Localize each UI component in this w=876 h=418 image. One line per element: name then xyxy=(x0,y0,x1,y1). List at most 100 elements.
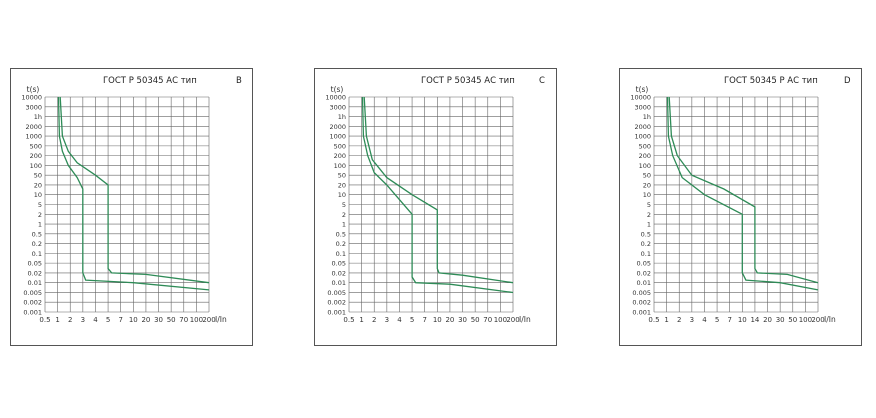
y-tick-label: 3000 xyxy=(634,103,651,111)
y-tick-label: 0.1 xyxy=(641,250,651,258)
y-tick-label: 20 xyxy=(34,181,42,189)
x-tick-label: 20 xyxy=(763,316,772,324)
chart-title: ГОСТ Р 50345 АС тип xyxy=(421,76,515,86)
x-tick-label: 14 xyxy=(750,316,759,324)
y-tick-label: 0.02 xyxy=(637,269,651,277)
y-axis-label: t(s) xyxy=(331,85,344,94)
chart-panel-c: ГОСТ Р 50345 АС тип C 10000 3000 1h 2000 100… xyxy=(314,68,557,346)
y-tick-label: 0.05 xyxy=(28,260,42,268)
y-tick-label: 0.2 xyxy=(336,240,346,248)
x-tick-label: 20 xyxy=(445,316,454,324)
y-tick-label: 0.5 xyxy=(32,230,42,238)
y-tick-label: 200 xyxy=(639,152,651,160)
y-tick-label: 0.005 xyxy=(632,289,651,297)
x-tick-label: 0.5 xyxy=(343,316,354,324)
x-tick-label: 70 xyxy=(179,316,188,324)
y-tick-label: 0.005 xyxy=(23,289,42,297)
y-tick-label: 10 xyxy=(643,191,651,199)
x-tick-label: 5 xyxy=(410,316,414,324)
y-tick-label: 500 xyxy=(639,142,651,150)
x-tick-label: 3 xyxy=(690,316,694,324)
y-tick-label: 10 xyxy=(34,191,42,199)
x-tick-label: 200 xyxy=(811,316,824,324)
chart-title: ГОСТ Р 50345 АС тип xyxy=(103,76,197,86)
chart-title: ГОСТ 50345 Р АС тип xyxy=(724,76,818,86)
y-tick-label: 1h xyxy=(338,113,346,121)
y-tick-label: 0.02 xyxy=(28,269,42,277)
y-tick-label: 1h xyxy=(34,113,42,121)
x-tick-label: 50 xyxy=(471,316,480,324)
series-line-0 xyxy=(361,96,514,294)
y-tick-label: 1000 xyxy=(634,133,651,141)
y-tick-label: 0.5 xyxy=(336,230,346,238)
y-tick-label: 0.002 xyxy=(23,299,42,307)
y-tick-label: 1h xyxy=(643,113,651,121)
y-tick-label: 2000 xyxy=(25,123,42,131)
x-tick-label: 4 xyxy=(397,316,402,324)
y-tick-label: 500 xyxy=(30,142,42,150)
y-tick-label: 2 xyxy=(38,211,42,219)
y-tick-label: 200 xyxy=(334,152,346,160)
chart-panel-b: ГОСТ Р 50345 АС тип B 10000 3000 1h 2000 100… xyxy=(10,68,253,346)
y-tick-label: 0.001 xyxy=(23,309,42,317)
y-tick-label: 10000 xyxy=(21,94,42,102)
x-tick-label: 1 xyxy=(359,316,363,324)
x-tick-label: 3 xyxy=(81,316,85,324)
y-tick-label: 20 xyxy=(643,181,651,189)
x-tick-label: 200 xyxy=(506,316,519,324)
y-tick-label: 5 xyxy=(647,201,651,209)
y-tick-label: 0.001 xyxy=(632,309,651,317)
y-tick-label: 0.002 xyxy=(327,299,346,307)
y-tick-label: 0.5 xyxy=(641,230,651,238)
x-tick-label: 1 xyxy=(664,316,668,324)
x-tick-label: 100 xyxy=(190,316,203,324)
series-line-1 xyxy=(363,96,514,284)
y-tick-label: 2000 xyxy=(329,123,346,131)
x-axis-label: I/In xyxy=(824,315,836,324)
y-tick-label: 5 xyxy=(342,201,346,209)
x-tick-label: 5 xyxy=(106,316,110,324)
x-tick-label: 10 xyxy=(433,316,442,324)
curve-type-label: C xyxy=(539,76,545,86)
series-line-0 xyxy=(666,96,819,291)
x-tick-label: 5 xyxy=(715,316,719,324)
x-tick-label: 70 xyxy=(483,316,492,324)
x-tick-label: 10 xyxy=(129,316,138,324)
y-axis-label: t(s) xyxy=(636,85,649,94)
x-tick-label: 4 xyxy=(93,316,98,324)
y-tick-label: 5 xyxy=(38,201,42,209)
y-tick-label: 500 xyxy=(334,142,346,150)
y-tick-label: 0.1 xyxy=(336,250,346,258)
y-tick-label: 0.2 xyxy=(32,240,42,248)
y-tick-label: 2 xyxy=(647,211,651,219)
x-tick-label: 100 xyxy=(494,316,507,324)
y-tick-label: 0.001 xyxy=(327,309,346,317)
y-tick-label: 0.2 xyxy=(641,240,651,248)
x-tick-label: 2 xyxy=(372,316,376,324)
y-tick-label: 0.02 xyxy=(332,269,346,277)
y-tick-label: 100 xyxy=(30,162,42,170)
y-tick-label: 10000 xyxy=(630,94,651,102)
y-tick-label: 50 xyxy=(34,172,42,180)
y-tick-label: 10 xyxy=(338,191,346,199)
x-tick-label: 7 xyxy=(118,316,122,324)
x-tick-label: 20 xyxy=(141,316,150,324)
curve-type-label: D xyxy=(844,76,851,86)
x-tick-label: 7 xyxy=(422,316,426,324)
y-tick-label: 200 xyxy=(30,152,42,160)
x-tick-label: 10 xyxy=(738,316,747,324)
series-line-1 xyxy=(668,96,819,284)
y-tick-label: 0.01 xyxy=(637,279,651,287)
x-tick-label: 2 xyxy=(68,316,72,324)
y-tick-label: 20 xyxy=(338,181,346,189)
y-axis-label: t(s) xyxy=(27,85,40,94)
x-tick-label: 4 xyxy=(702,316,707,324)
y-tick-label: 0.005 xyxy=(327,289,346,297)
y-tick-label: 3000 xyxy=(25,103,42,111)
y-tick-label: 1 xyxy=(38,221,42,229)
y-tick-label: 50 xyxy=(643,172,651,180)
series-line-0 xyxy=(57,96,210,291)
y-tick-label: 2 xyxy=(342,211,346,219)
y-tick-label: 2000 xyxy=(634,123,651,131)
x-axis-label: I/In xyxy=(519,315,531,324)
